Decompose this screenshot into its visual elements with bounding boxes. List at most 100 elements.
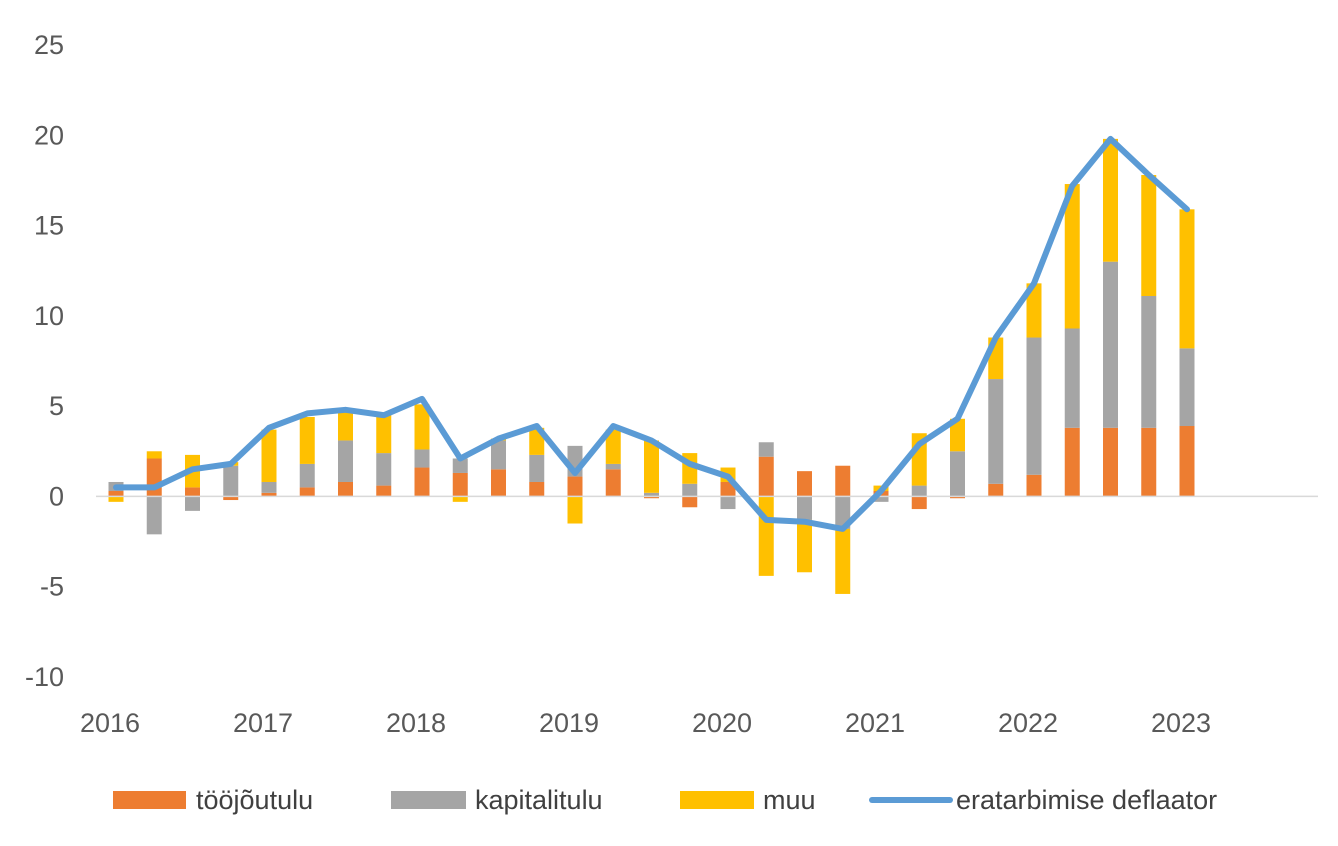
bar-kapitalitulu-2020Q3 bbox=[797, 496, 812, 520]
legend-item-tööjõutulu: tööjõutulu bbox=[113, 785, 313, 815]
bar-kapitalitulu-2022Q2 bbox=[1064, 328, 1080, 428]
bar-kapitalitulu-2016Q4 bbox=[223, 465, 239, 497]
bar-tööjõutulu-2017Q3 bbox=[338, 481, 353, 497]
bar-tööjõutulu-2020Q4 bbox=[835, 465, 851, 497]
deflator-line-layer bbox=[113, 135, 1190, 532]
bar-tööjõutulu-2018Q4 bbox=[529, 481, 545, 497]
bar-kapitalitulu-2018Q4 bbox=[529, 454, 545, 482]
bars bbox=[108, 138, 1195, 594]
bar-tööjõutulu-2017Q2 bbox=[299, 487, 315, 497]
bar-muu-2017Q4 bbox=[376, 415, 392, 454]
bar-tööjõutulu-2018Q3 bbox=[491, 469, 506, 497]
y-tick-label: 25 bbox=[34, 30, 64, 60]
bar-muu-2016Q1 bbox=[108, 496, 124, 502]
legend-label: muu bbox=[763, 785, 816, 815]
x-tick-label: 2016 bbox=[80, 708, 140, 738]
bar-kapitalitulu-2022Q1 bbox=[1026, 337, 1042, 475]
bar-muu-2022Q3 bbox=[1103, 138, 1118, 262]
bar-tööjõutulu-2018Q2 bbox=[452, 472, 468, 497]
bar-tööjõutulu-2016Q1 bbox=[108, 491, 124, 497]
bar-kapitalitulu-2017Q4 bbox=[376, 453, 392, 486]
x-tick-label: 2019 bbox=[539, 708, 599, 738]
bar-kapitalitulu-2020Q4 bbox=[835, 496, 851, 529]
bar-muu-2020Q4 bbox=[835, 528, 851, 594]
bar-kapitalitulu-2016Q2 bbox=[146, 496, 162, 535]
bar-kapitalitulu-2021Q4 bbox=[988, 379, 1004, 484]
bar-kapitalitulu-2023Q1 bbox=[1179, 348, 1195, 427]
bar-muu-2019Q1 bbox=[567, 496, 583, 524]
legend-swatch bbox=[680, 791, 754, 809]
x-tick-label: 2022 bbox=[998, 708, 1058, 738]
y-tick-label: 5 bbox=[49, 391, 64, 421]
bar-tööjõutulu-2016Q2 bbox=[146, 458, 162, 497]
bar-tööjõutulu-2021Q4 bbox=[988, 483, 1004, 497]
x-tick-label: 2020 bbox=[692, 708, 752, 738]
y-tick-label: 10 bbox=[34, 301, 64, 331]
bar-tööjõutulu-2020Q1 bbox=[720, 481, 736, 497]
y-tick-label: 15 bbox=[34, 211, 64, 241]
legend-swatch bbox=[391, 791, 466, 809]
bar-kapitalitulu-2017Q2 bbox=[299, 463, 315, 488]
bar-muu-2022Q1 bbox=[1026, 283, 1042, 338]
bar-muu-2020Q3 bbox=[797, 519, 812, 573]
bar-tööjõutulu-2022Q4 bbox=[1141, 427, 1157, 497]
y-tick-label: -10 bbox=[25, 662, 64, 692]
bar-tööjõutulu-2021Q2 bbox=[911, 496, 927, 510]
x-tick-label: 2017 bbox=[233, 708, 293, 738]
bar-kapitalitulu-2019Q3 bbox=[644, 492, 659, 497]
y-tick-label: -5 bbox=[40, 572, 64, 602]
bar-muu-2022Q4 bbox=[1141, 175, 1157, 296]
bar-tööjõutulu-2019Q1 bbox=[567, 476, 583, 497]
bar-kapitalitulu-2021Q2 bbox=[911, 485, 927, 497]
bar-kapitalitulu-2018Q3 bbox=[491, 440, 506, 470]
bar-muu-2023Q1 bbox=[1179, 209, 1195, 349]
bar-muu-2017Q3 bbox=[338, 411, 353, 441]
bar-tööjõutulu-2023Q1 bbox=[1179, 426, 1195, 497]
bar-muu-2022Q2 bbox=[1064, 184, 1080, 329]
bar-muu-2017Q2 bbox=[299, 416, 315, 464]
bar-muu-2016Q2 bbox=[146, 451, 162, 459]
bar-muu-2019Q3 bbox=[644, 440, 659, 493]
x-axis: 2016 2017 2018 2019 2020 2021 2022 2023 bbox=[80, 708, 1211, 738]
bar-tööjõutulu-2016Q3 bbox=[185, 487, 200, 497]
bar-tööjõutulu-2017Q4 bbox=[376, 485, 392, 497]
bar-tööjõutulu-2016Q4 bbox=[223, 496, 239, 501]
bar-kapitalitulu-2020Q1 bbox=[720, 496, 736, 510]
bar-kapitalitulu-2022Q4 bbox=[1141, 295, 1157, 428]
legend-label: eratarbimise deflaator bbox=[956, 785, 1217, 815]
x-tick-label: 2018 bbox=[386, 708, 446, 738]
line-eratarbimise-deflaator bbox=[113, 135, 1190, 532]
legend-item-muu: muu bbox=[680, 785, 816, 815]
bar-muu-2019Q2 bbox=[605, 429, 621, 464]
bar-muu-2018Q1 bbox=[414, 404, 430, 450]
legend-item-eratarbimise deflaator: eratarbimise deflaator bbox=[869, 785, 1217, 815]
bar-muu-2017Q1 bbox=[261, 429, 277, 482]
bar-kapitalitulu-2021Q1 bbox=[873, 496, 889, 502]
bar-tööjõutulu-2020Q3 bbox=[797, 471, 812, 497]
y-axis: -10 -5 0 5 10 15 20 25 bbox=[25, 30, 64, 692]
bar-tööjõutulu-2019Q3 bbox=[644, 496, 659, 499]
x-tick-label: 2023 bbox=[1151, 708, 1211, 738]
bar-kapitalitulu-2017Q1 bbox=[261, 481, 277, 493]
bar-muu-2020Q2 bbox=[758, 496, 774, 576]
legend-label: tööjõutulu bbox=[196, 785, 313, 815]
bar-kapitalitulu-2018Q2 bbox=[452, 458, 468, 473]
bar-kapitalitulu-2019Q4 bbox=[682, 483, 698, 497]
y-tick-label: 0 bbox=[49, 481, 64, 511]
bar-kapitalitulu-2017Q3 bbox=[338, 440, 353, 482]
bar-tööjõutulu-2019Q4 bbox=[682, 496, 698, 508]
legend-label: kapitalitulu bbox=[475, 785, 603, 815]
bar-tööjõutulu-2021Q3 bbox=[950, 496, 965, 499]
legend-item-kapitalitulu: kapitalitulu bbox=[391, 785, 603, 815]
bar-muu-2021Q3 bbox=[950, 418, 965, 452]
bar-tööjõutulu-2017Q1 bbox=[261, 492, 277, 497]
bar-tööjõutulu-2022Q3 bbox=[1103, 427, 1118, 497]
legend: tööjõutulu kapitalitulu muu eratarbimise de… bbox=[113, 785, 1217, 815]
bar-kapitalitulu-2018Q1 bbox=[414, 449, 430, 468]
legend-swatch bbox=[113, 791, 186, 809]
bar-kapitalitulu-2019Q2 bbox=[605, 463, 621, 470]
bar-kapitalitulu-2022Q3 bbox=[1103, 261, 1118, 428]
bar-kapitalitulu-2020Q2 bbox=[758, 442, 774, 457]
bar-muu-2018Q2 bbox=[452, 496, 468, 502]
